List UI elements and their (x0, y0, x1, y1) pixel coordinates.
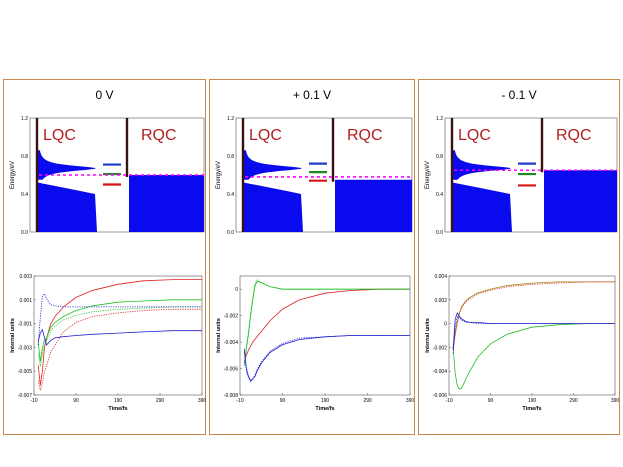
y-tick-label: -0.006 (433, 393, 447, 399)
rqc-label: RQC (556, 127, 592, 144)
energy-ylabel: Energy/eV (425, 161, 431, 189)
right-dot-fill (129, 175, 204, 232)
left-dot-band (453, 182, 512, 232)
series-line (243, 335, 410, 383)
y-tick-label: 0.002 (434, 298, 447, 304)
x-tick-label: 90 (280, 398, 286, 404)
panel-title: 0 V (95, 88, 114, 102)
left-dot-resonance (38, 150, 96, 232)
energy-tick-label: 0.4 (21, 192, 28, 198)
x-tick-label: -10 (236, 398, 243, 404)
energy-tick-label: 1.2 (21, 116, 28, 122)
rqc-label: RQC (347, 127, 383, 144)
energy-ylabel: Energy/eV (216, 161, 222, 189)
series-line (243, 335, 410, 382)
x-axis-label: Time/fs (522, 406, 541, 412)
y-tick-label: 0.004 (434, 274, 447, 280)
x-tick-label: 290 (156, 398, 165, 404)
panel-minus-0-1v: - 0.1 V LQC RQC 0.0 0.4 0.8 1.2 Energy/eV -10 9… (418, 79, 620, 435)
energy-tick-label: 0.0 (436, 230, 443, 236)
energy-tick-label: 0.8 (436, 154, 443, 160)
panel-0v: 0 V LQC RQC 0.0 0.4 0.8 1.2 Energy/eV -10 90 190… (3, 79, 206, 435)
lqc-label: LQC (43, 127, 76, 144)
x-tick-label: 90 (73, 398, 79, 404)
y-tick-label: -0.004 (224, 340, 238, 346)
energy-diagram: LQC RQC 0.0 0.4 0.8 1.2 Energy/eV (425, 116, 618, 236)
series-line (452, 281, 615, 348)
y-tick-label: 0.001 (19, 298, 32, 304)
series-line (37, 279, 202, 386)
series-line (37, 299, 202, 362)
current-plot-frame (33, 275, 203, 396)
energy-tick-label: 0.8 (227, 154, 234, 160)
series-line (37, 306, 202, 367)
current-chart: -10 90 190 290 390 0.004 0.002 0 -0.002 -0.004 -0.… (425, 274, 620, 412)
y-tick-label: -0.001 (18, 322, 32, 328)
series-line (452, 281, 615, 350)
left-dot-band (38, 182, 97, 232)
y-tick-label: -0.007 (18, 393, 32, 399)
rqc-label: RQC (141, 127, 177, 144)
energy-tick-label: 0.4 (436, 192, 443, 198)
series-line (452, 323, 615, 390)
y-tick-label: -0.003 (18, 345, 32, 351)
y-axis-label: Internal units (425, 318, 431, 353)
current-chart: -10 90 190 290 390 0.003 0.001 -0.001 -0.003 -0.0… (10, 274, 207, 412)
x-tick-label: -10 (445, 398, 452, 404)
x-tick-label: 390 (198, 398, 207, 404)
x-tick-label: 390 (406, 398, 415, 404)
y-axis-label: Internal units (216, 318, 222, 353)
x-tick-label: 290 (363, 398, 372, 404)
y-tick-label: -0.008 (224, 393, 238, 399)
x-tick-label: 390 (611, 398, 620, 404)
energy-ylabel: Energy/eV (10, 161, 16, 189)
lqc-label: LQC (458, 127, 491, 144)
left-dot-resonance (244, 150, 302, 232)
y-tick-label: 0 (444, 322, 447, 328)
x-tick-label: 190 (114, 398, 123, 404)
energy-tick-label: 0.4 (227, 192, 234, 198)
y-axis-label: Internal units (10, 318, 16, 353)
series-line (243, 279, 410, 364)
y-tick-label: 0 (235, 287, 238, 293)
energy-tick-label: 0.0 (227, 230, 234, 236)
y-tick-label: -0.005 (18, 369, 32, 375)
x-axis-label: Time/fs (108, 406, 127, 412)
y-tick-label: 0.003 (19, 274, 32, 280)
energy-diagram: LQC RQC 0.0 0.4 0.8 1.2 Energy/eV (216, 116, 413, 236)
current-chart: -10 90 190 290 390 0 -0.002 -0.004 -0.006 -0.008 T… (216, 275, 415, 412)
x-tick-label: 190 (321, 398, 330, 404)
right-dot-fill (335, 179, 412, 232)
y-tick-label: -0.002 (433, 345, 447, 351)
energy-tick-label: 0.0 (21, 230, 28, 236)
series-line (37, 308, 202, 391)
left-dot-band (244, 182, 303, 232)
panel-title: - 0.1 V (501, 88, 537, 102)
panel-title: + 0.1 V (292, 88, 332, 102)
x-tick-label: 190 (528, 398, 537, 404)
y-tick-label: -0.002 (224, 314, 238, 320)
x-axis-label: Time/fs (315, 406, 334, 412)
series-line (37, 328, 202, 346)
current-plot-frame (448, 275, 616, 396)
energy-tick-label: 1.2 (436, 116, 443, 122)
x-tick-label: 290 (569, 398, 578, 404)
series-line (452, 315, 615, 354)
x-tick-label: 90 (488, 398, 494, 404)
series-line (452, 311, 615, 350)
energy-plot-frame (235, 117, 413, 233)
lqc-label: LQC (249, 127, 282, 144)
series-line (243, 288, 410, 363)
panel-plus-0-1v: + 0.1 V LQC RQC 0.0 0.4 0.8 1.2 Energy/eV -10 9… (209, 79, 415, 435)
energy-diagram: LQC RQC 0.0 0.4 0.8 1.2 Energy/eV (10, 116, 205, 236)
x-tick-label: -10 (30, 398, 37, 404)
right-dot-fill (544, 170, 617, 232)
energy-tick-label: 0.8 (21, 154, 28, 160)
series-line (37, 293, 202, 346)
y-tick-label: -0.004 (433, 369, 447, 375)
y-tick-label: -0.006 (224, 367, 238, 373)
energy-tick-label: 1.2 (227, 116, 234, 122)
